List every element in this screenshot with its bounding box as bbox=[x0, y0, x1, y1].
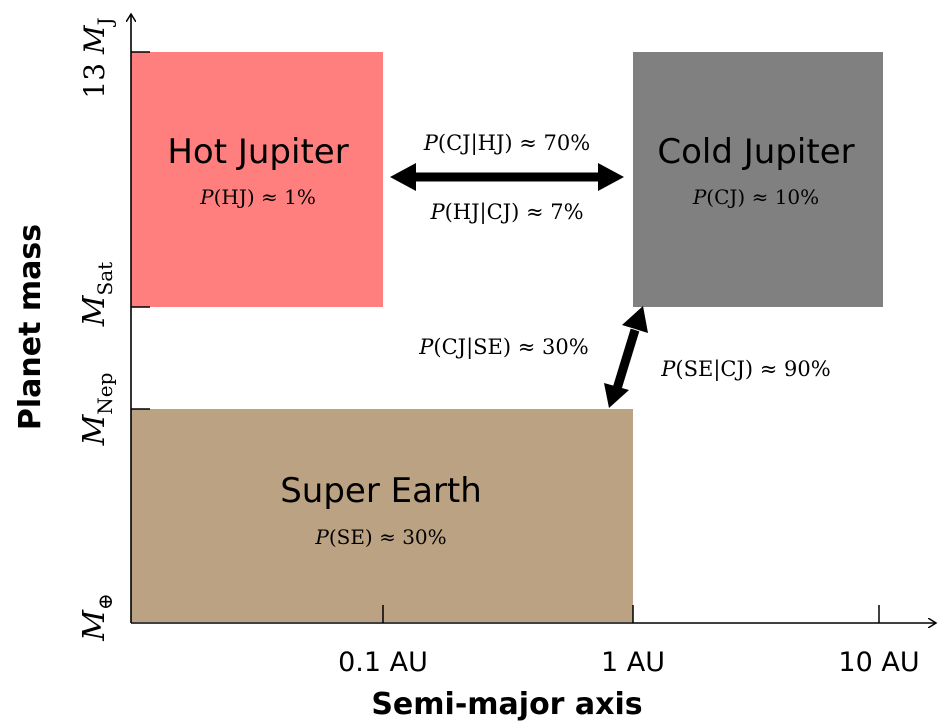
conditional-cj-given-hj: P(CJ|HJ) ≈ 70% bbox=[423, 131, 590, 156]
region-super-earth bbox=[131, 409, 633, 622]
x-tick-label: 10 AU bbox=[838, 647, 919, 678]
y-tick-label-jupiter: 13 MJ bbox=[78, 17, 117, 98]
region-prob-cold-jupiter: P(CJ) ≈ 10% bbox=[692, 185, 819, 209]
y-axis-title: Planet mass bbox=[13, 224, 48, 430]
region-label-hot-jupiter: Hot Jupiter bbox=[167, 132, 348, 172]
x-axis-title: Semi-major axis bbox=[371, 687, 642, 722]
region-label-cold-jupiter: Cold Jupiter bbox=[657, 132, 854, 172]
conditional-hj-given-cj: P(HJ|CJ) ≈ 7% bbox=[429, 200, 583, 225]
conditional-cj-given-se: P(CJ|SE) ≈ 30% bbox=[418, 335, 588, 360]
double-arrow-hj-cj bbox=[390, 163, 624, 191]
region-prob-hot-jupiter: P(HJ) ≈ 1% bbox=[199, 185, 316, 209]
region-hot-jupiter bbox=[131, 52, 383, 307]
y-tick-label-saturn: MSat bbox=[77, 262, 117, 327]
conditional-se-given-cj: P(SE|CJ) ≈ 90% bbox=[660, 357, 830, 382]
double-arrow-se-cj bbox=[604, 306, 648, 408]
x-tick-label: 0.1 AU bbox=[338, 647, 428, 678]
y-tick-label-earth: M⊕ bbox=[77, 593, 117, 641]
region-label-super-earth: Super Earth bbox=[280, 471, 482, 511]
y-tick-label-neptune: MNep bbox=[77, 373, 117, 447]
region-cold-jupiter bbox=[633, 52, 883, 307]
x-tick-label: 1 AU bbox=[601, 647, 665, 678]
region-prob-super-earth: P(SE) ≈ 30% bbox=[314, 525, 446, 549]
